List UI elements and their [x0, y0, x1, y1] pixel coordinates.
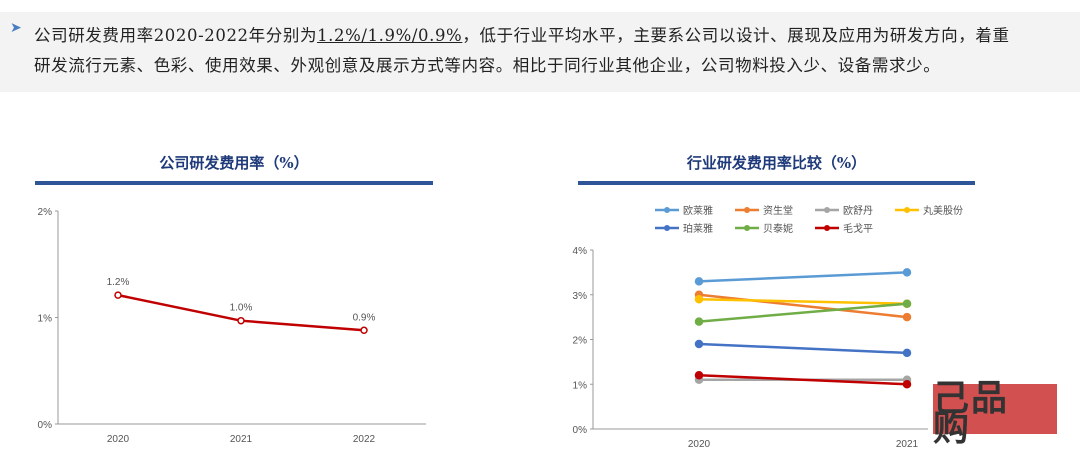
y-tick-label: 1% [38, 314, 53, 325]
legend-label: 欧莱雅 [683, 204, 713, 217]
summary-line-1: 公司研发费用率2020-2022年分别为1.2%/1.9%/0.9%，低于行业平… [34, 22, 1010, 46]
y-tick-label: 4% [573, 246, 588, 257]
x-tick-label: 2020 [688, 439, 711, 450]
series-line-珀莱雅 [698, 342, 908, 355]
x-tick-label: 2021 [896, 439, 919, 450]
legend-marker [904, 207, 910, 213]
chart1-title-bar [35, 181, 433, 185]
y-tick-label: 0% [573, 425, 588, 436]
legend-label: 丸美股份 [923, 204, 963, 217]
watermark-logo: 己品 购 [933, 381, 1057, 447]
data-point [694, 317, 704, 326]
data-point [114, 291, 122, 299]
legend-marker [824, 225, 830, 231]
data-point [694, 294, 704, 304]
y-tick-label: 0% [38, 420, 53, 431]
y-tick-label: 1% [573, 380, 588, 391]
legend-marker [664, 207, 670, 213]
legend-label: 珀莱雅 [683, 222, 713, 235]
chart2-title: 行业研发费用率比较（%） [686, 154, 867, 172]
bullet-arrow-icon: ➤ [10, 20, 22, 36]
data-point [902, 312, 912, 322]
series-line-丸美股份 [698, 297, 908, 305]
series-line-贝泰妮 [698, 302, 908, 323]
y-tick-label: 3% [573, 291, 588, 302]
data-point [902, 268, 912, 277]
chart2-title-bar [578, 181, 975, 185]
legend-label: 资生堂 [763, 204, 793, 217]
x-tick-label: 2022 [353, 434, 376, 445]
data-point [902, 299, 912, 308]
legend-label: 毛戈平 [843, 222, 873, 235]
series-line-毛戈平 [698, 374, 908, 386]
data-point [694, 339, 704, 349]
series-line-资生堂 [698, 293, 908, 319]
y-tick-label: 2% [38, 207, 53, 218]
summary-highlight: 1.2%/1.9%/0.9% [317, 26, 463, 45]
data-point [694, 277, 704, 286]
data-label: 0.9% [353, 312, 376, 323]
data-point [237, 316, 245, 325]
legend-marker [824, 207, 830, 213]
data-point [902, 348, 912, 358]
summary-band [0, 12, 1080, 92]
legend-marker [744, 225, 750, 231]
legend-label: 欧舒丹 [843, 204, 873, 217]
legend-label: 贝泰妮 [763, 222, 793, 235]
summary-line-2: 研发流行元素、色彩、使用效果、外观创意及展示方式等内容。相比于同行业其他企业，公… [34, 56, 941, 75]
data-label: 1.2% [107, 277, 130, 288]
series-line-欧莱雅 [698, 271, 908, 283]
data-point [360, 326, 368, 335]
x-tick-label: 2021 [230, 434, 253, 445]
summary-text: ，低于行业平均水平，主要系公司以设计、展现及应用为研发方向，着重 [462, 26, 1010, 45]
legend-marker [664, 225, 670, 231]
summary-text: 公司研发费用率2020-2022年分别为 [34, 26, 318, 45]
data-point [694, 371, 704, 380]
chart1-title: 公司研发费用率（%） [159, 154, 309, 172]
y-tick-label: 2% [573, 336, 588, 347]
data-label: 1.0% [230, 303, 253, 314]
x-tick-label: 2020 [107, 434, 130, 445]
legend-marker [744, 207, 750, 213]
data-point [902, 380, 912, 389]
